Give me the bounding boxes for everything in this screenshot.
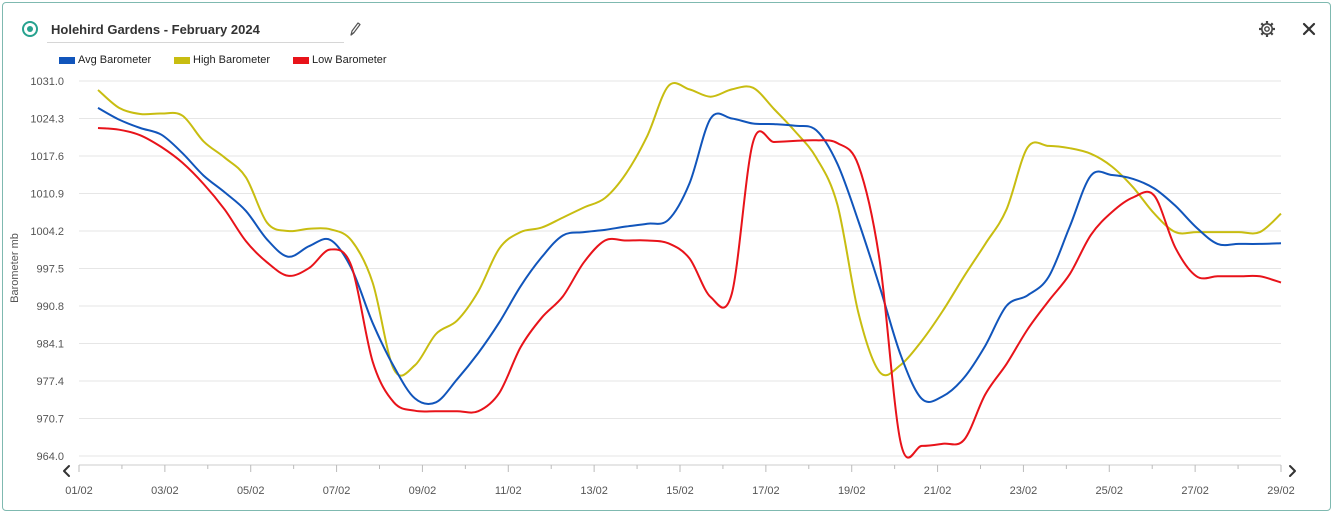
x-tick-label: 01/02 [65, 485, 93, 497]
y-tick-label: 1031.0 [30, 76, 64, 88]
y-tick-label: 964.0 [36, 451, 64, 463]
x-tick-label: 09/02 [409, 485, 437, 497]
widget-title: Holehird Gardens - February 2024 [51, 22, 260, 37]
y-axis-title: Barometer mb [9, 233, 21, 303]
series-line-high[interactable] [97, 82, 1282, 377]
x-axis-ticks: 01/02 03/02 05/02 07/02 09/02 11/02 13/02 15/02… [65, 465, 1295, 497]
y-tick-label: 1010.9 [30, 189, 64, 201]
x-tick-label: 13/02 [580, 485, 608, 497]
title-underline [47, 42, 344, 43]
x-tick-label: 21/02 [924, 485, 952, 497]
x-tick-label: 29/02 [1267, 485, 1295, 497]
legend-swatch-low [293, 57, 309, 64]
chevron-left-icon[interactable] [60, 463, 74, 479]
x-tick-label: 17/02 [752, 485, 780, 497]
y-tick-label: 984.1 [36, 339, 64, 351]
x-tick-label: 27/02 [1181, 485, 1209, 497]
series-layer [97, 82, 1282, 459]
legend-label-high: High Barometer [193, 54, 271, 66]
pencil-icon[interactable] [348, 21, 362, 37]
series-line-low[interactable] [97, 127, 1282, 459]
x-tick-label: 23/02 [1010, 485, 1038, 497]
y-tick-label: 1017.6 [30, 151, 64, 163]
legend-label-low: Low Barometer [312, 54, 387, 66]
x-tick-label: 11/02 [495, 485, 522, 497]
x-tick-label: 15/02 [666, 485, 694, 497]
y-tick-label: 977.4 [36, 376, 64, 388]
x-tick-label: 25/02 [1096, 485, 1124, 497]
y-tick-label: 997.5 [36, 264, 64, 276]
legend-swatch-avg [59, 57, 75, 64]
x-tick-label: 03/02 [151, 485, 179, 497]
x-tick-label: 07/02 [323, 485, 351, 497]
series-line-avg[interactable] [97, 107, 1282, 405]
legend-label-avg: Avg Barometer [78, 54, 152, 66]
legend-swatch-high [174, 57, 190, 64]
y-tick-label: 1024.3 [30, 114, 64, 126]
y-tick-label: 970.7 [36, 414, 64, 426]
y-tick-label: 1004.2 [30, 226, 64, 238]
grid-layer [79, 80, 1281, 466]
y-tick-label: 990.8 [36, 301, 64, 313]
y-axis-ticks: 964.0 970.7 977.4 984.1 990.8 997.5 1004.2 1010… [30, 76, 64, 463]
close-icon[interactable] [1302, 22, 1316, 36]
chevron-right-icon[interactable] [1285, 463, 1299, 479]
gear-icon[interactable] [1258, 20, 1276, 38]
x-tick-label: 05/02 [237, 485, 265, 497]
x-tick-label: 19/02 [838, 485, 866, 497]
status-indicator-icon[interactable] [22, 21, 38, 37]
